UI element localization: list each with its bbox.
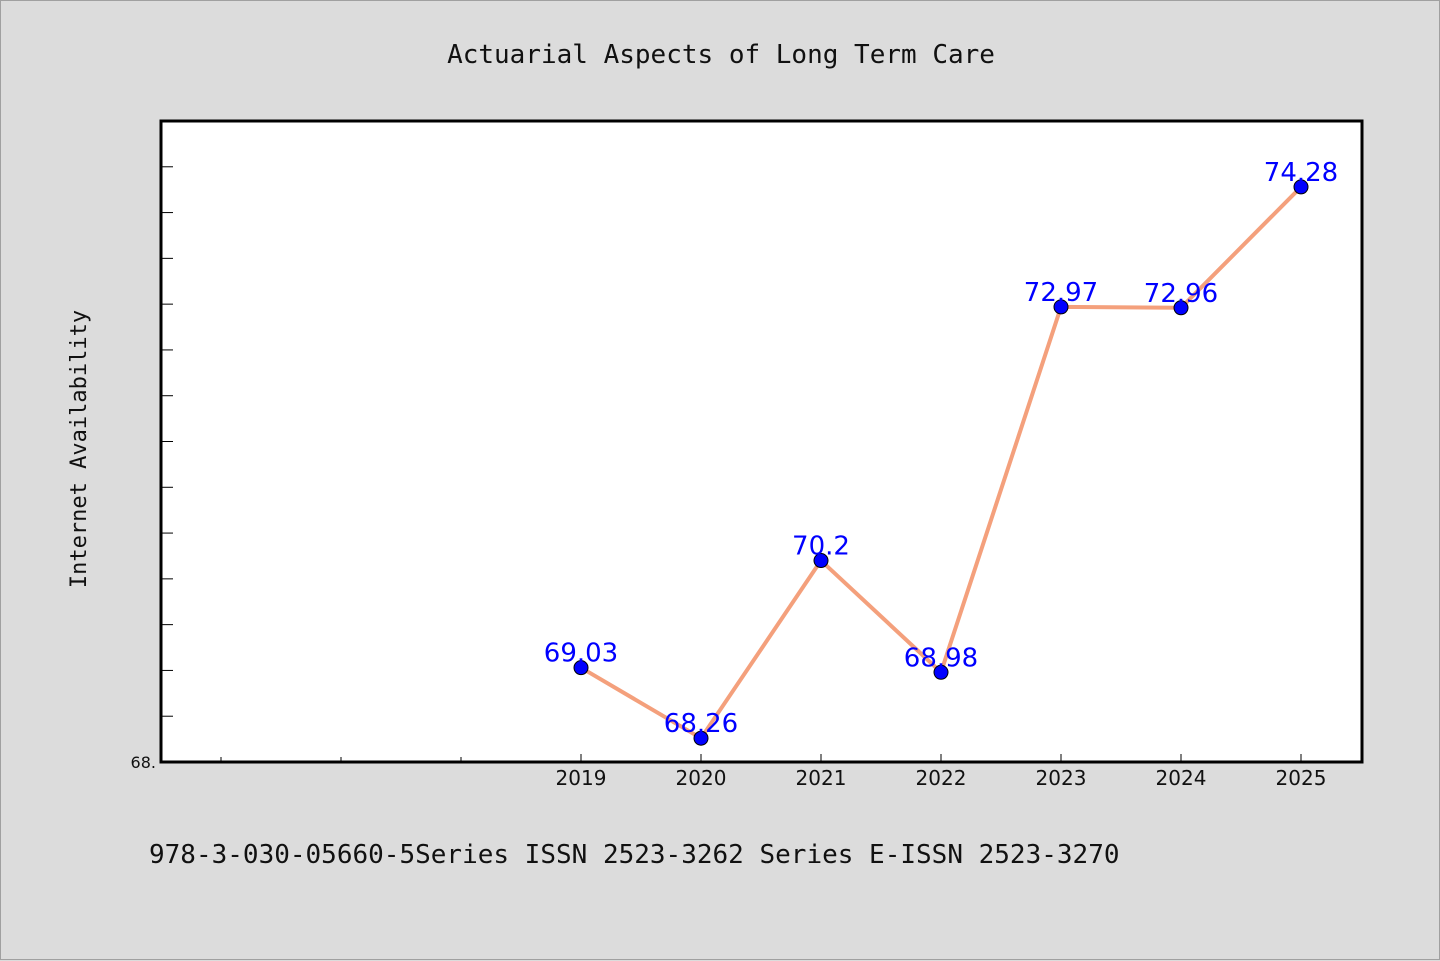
- data-point: [813, 553, 829, 569]
- data-point: [1293, 179, 1309, 195]
- data-label: 70.2: [792, 532, 850, 562]
- axis-ticks: [161, 166, 462, 762]
- data-point: [573, 660, 589, 676]
- chart-title: Actuarial Aspects of Long Term Care: [447, 40, 995, 70]
- x-tick-label: 2022: [916, 766, 967, 790]
- data-point: [693, 730, 709, 746]
- y-tick-label: 68.: [131, 753, 156, 772]
- x-tick-label: 2021: [796, 766, 847, 790]
- data-label: 72.96: [1144, 279, 1218, 309]
- x-tick-label: 2020: [676, 766, 727, 790]
- x-tick-label: 2024: [1156, 766, 1207, 790]
- series-markers: [573, 179, 1309, 746]
- data-point: [933, 664, 949, 680]
- data-label: 72.97: [1024, 278, 1098, 308]
- data-point: [1053, 299, 1069, 315]
- x-axis: 2019 2020 2021 2022 2023 2024 2025: [556, 754, 1327, 790]
- data-point: [1173, 300, 1189, 316]
- x-tick-label: 2025: [1276, 766, 1327, 790]
- footer-isbn-text: 978-3-030-05660-5Series ISSN 2523-3262 S…: [149, 840, 1120, 870]
- x-tick-label: 2023: [1036, 766, 1087, 790]
- y-axis-label: Internet Availability: [67, 310, 92, 588]
- data-label: 68.26: [664, 709, 738, 739]
- data-labels: 69.03 68.26 70.2 68.98 72.97 72.96 74.28: [544, 158, 1338, 739]
- data-label: 74.28: [1264, 158, 1338, 188]
- data-label: 69.03: [544, 639, 618, 669]
- data-label: 68.98: [904, 643, 978, 673]
- plot-area: [159, 119, 1364, 764]
- x-tick-label: 2019: [556, 766, 607, 790]
